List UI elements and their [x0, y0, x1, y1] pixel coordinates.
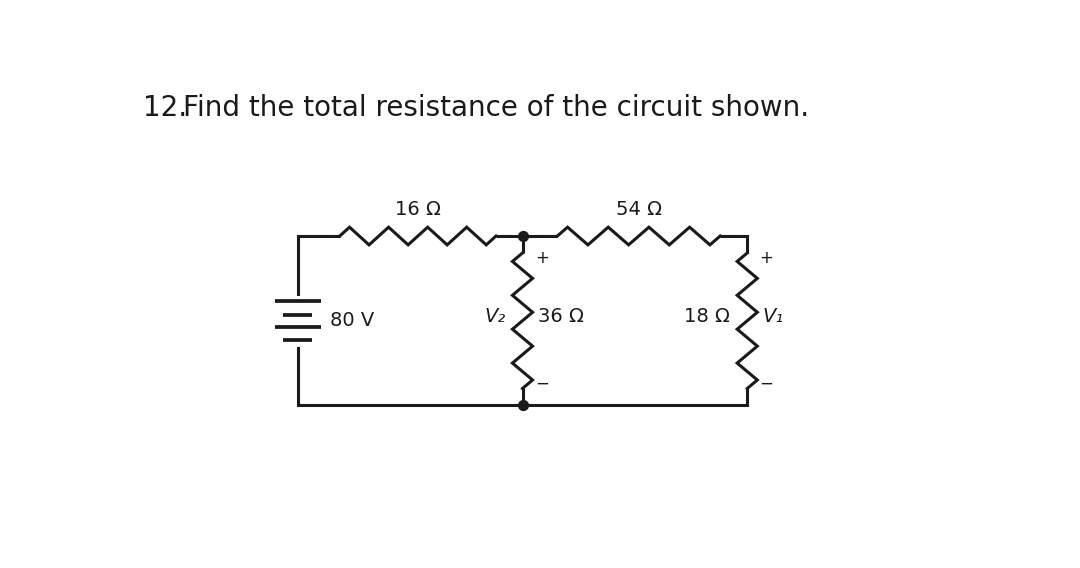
- Text: −: −: [535, 375, 549, 393]
- Text: 80 V: 80 V: [330, 311, 375, 330]
- Point: [514, 401, 531, 410]
- Text: 18 Ω: 18 Ω: [685, 307, 730, 327]
- Text: 36 Ω: 36 Ω: [538, 307, 584, 327]
- Text: V₂: V₂: [484, 307, 505, 327]
- Text: 54 Ω: 54 Ω: [616, 200, 662, 219]
- Text: −: −: [759, 375, 773, 393]
- Text: 12.: 12.: [144, 94, 187, 122]
- Text: +: +: [535, 249, 549, 266]
- Text: +: +: [759, 249, 773, 266]
- Text: V₁: V₁: [762, 307, 784, 327]
- Point: [514, 232, 531, 241]
- Text: Find the total resistance of the circuit shown.: Find the total resistance of the circuit…: [183, 94, 809, 122]
- Text: 16 Ω: 16 Ω: [395, 200, 441, 219]
